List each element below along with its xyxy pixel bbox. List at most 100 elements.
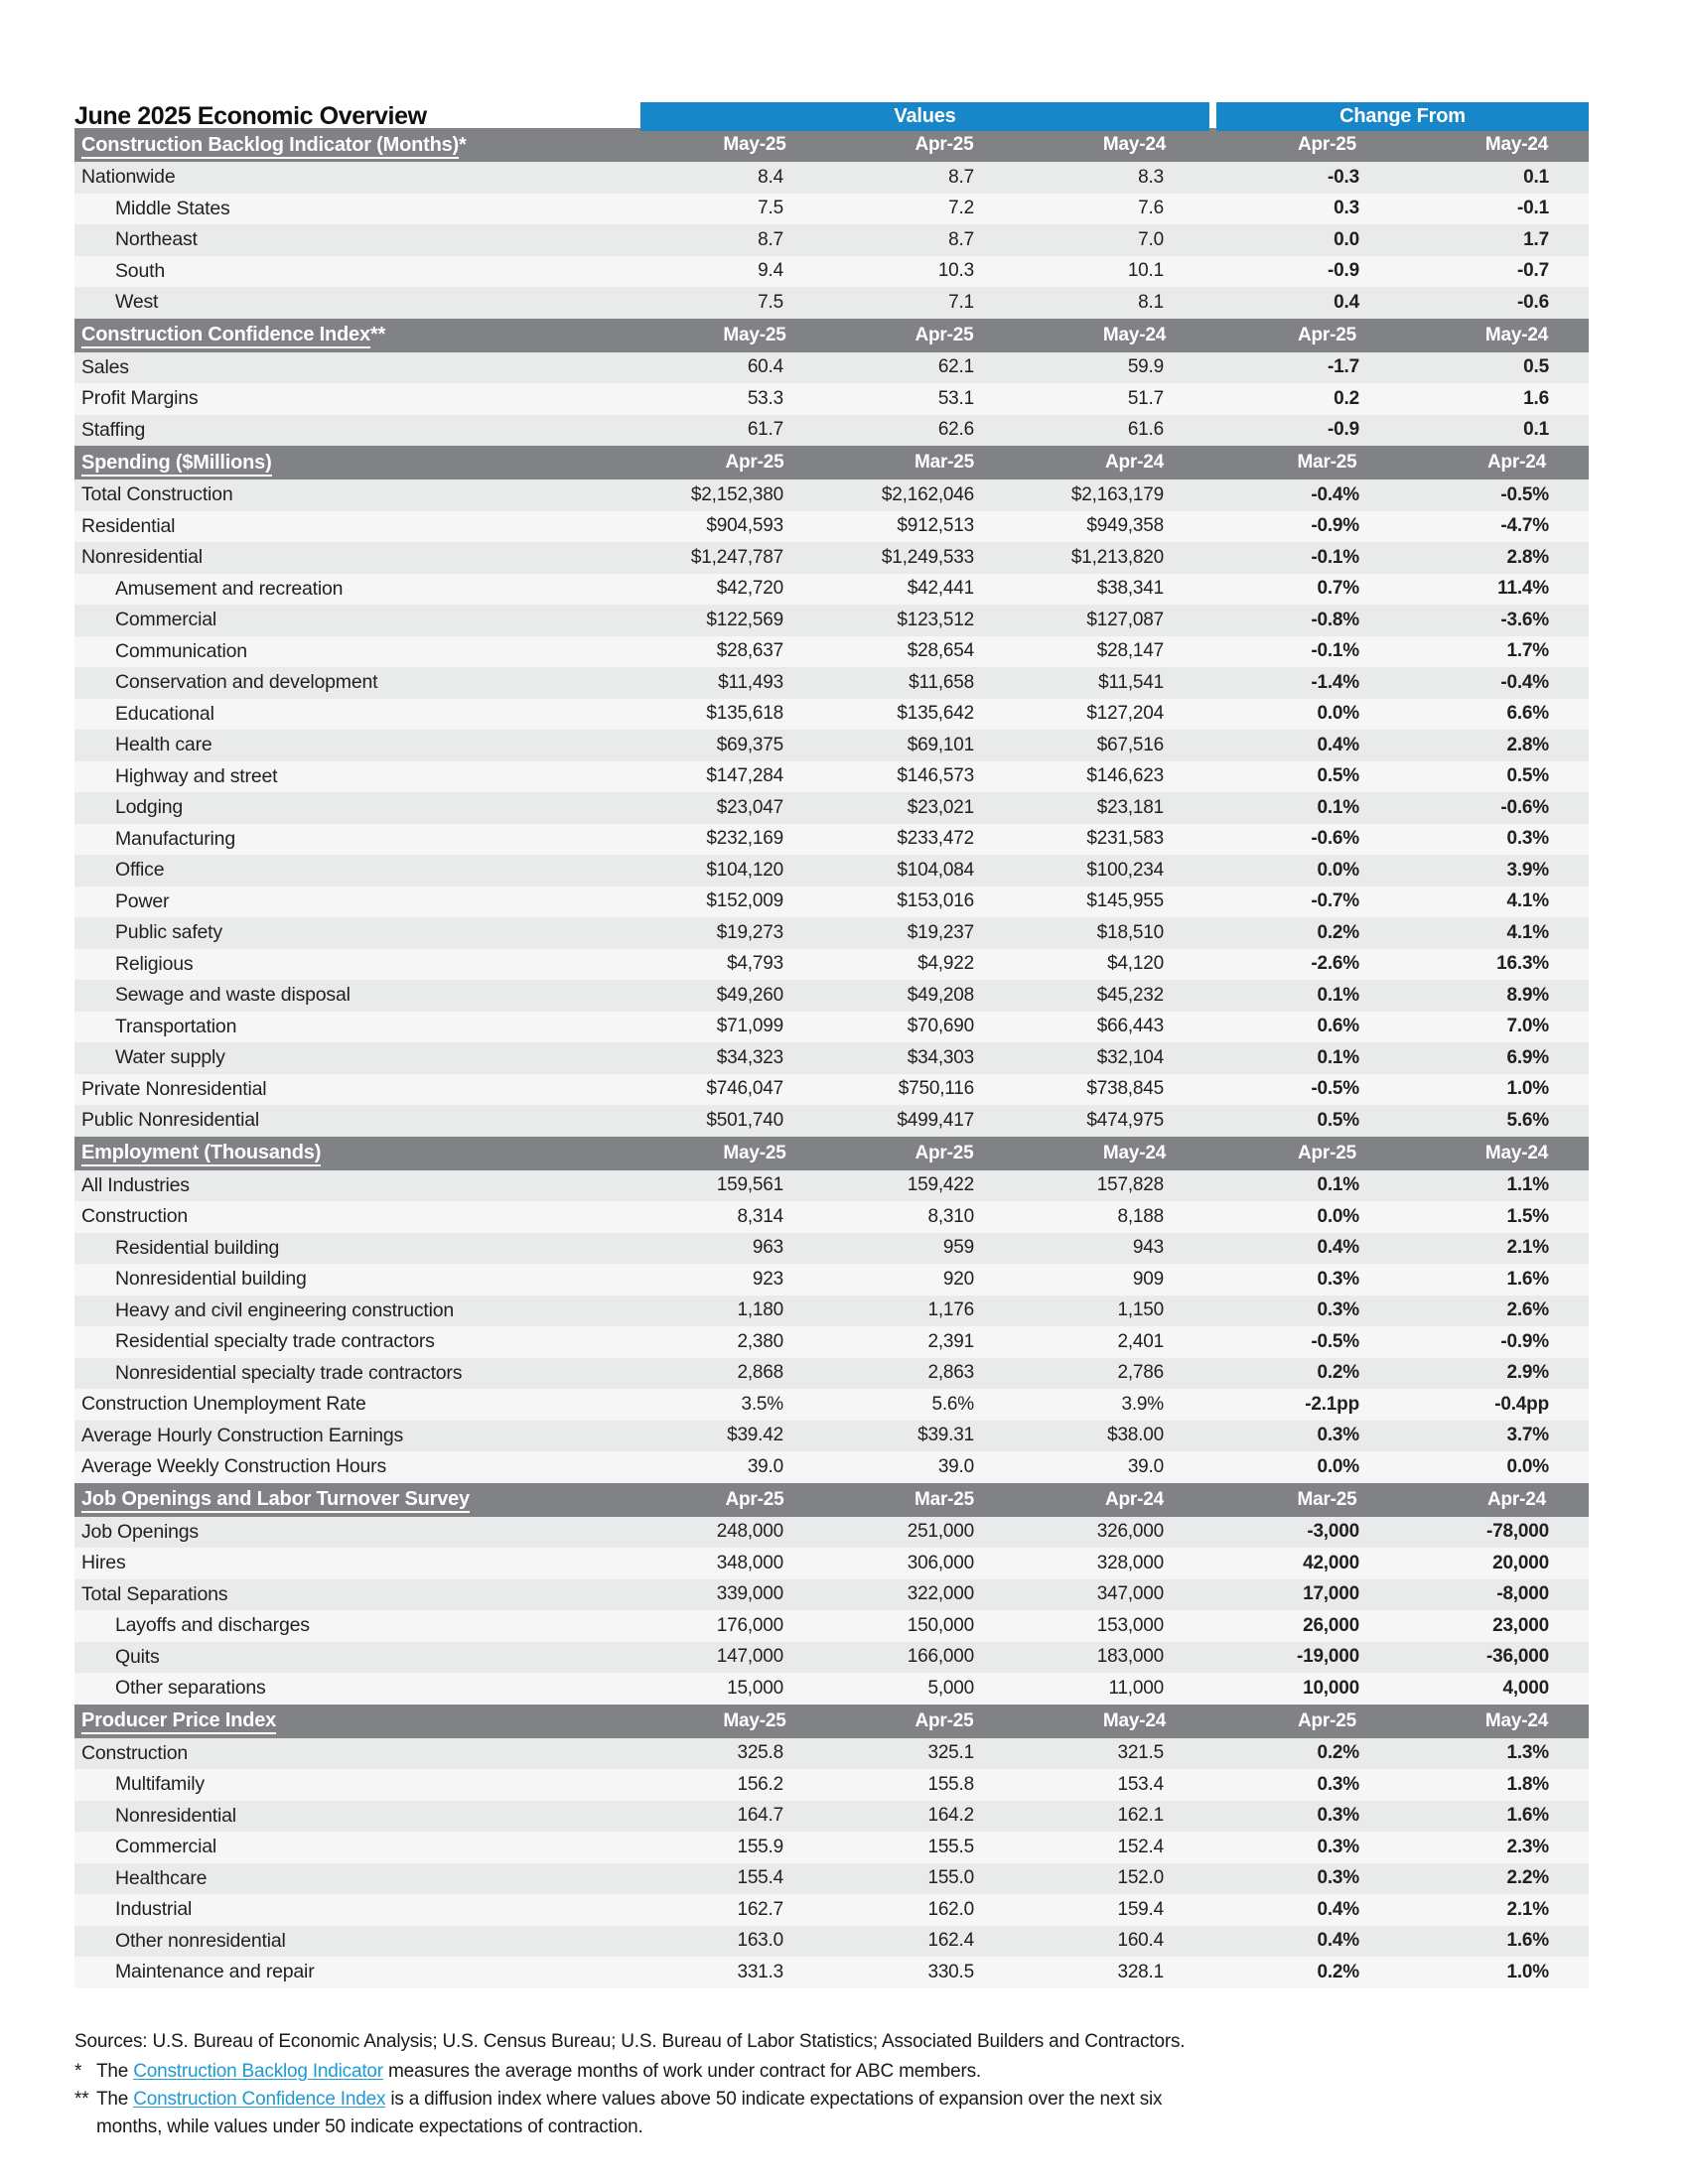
- value-cell: 147,000: [716, 1646, 783, 1668]
- section-header: Producer Price Index May-25 Apr-25 May-24 Ap…: [74, 1704, 1589, 1738]
- value-cell: $746,047: [706, 1078, 783, 1100]
- value-cell: $2,163,179: [1070, 483, 1164, 505]
- value-cell: $104,084: [897, 859, 974, 881]
- table-row: Job Openings 248,000 251,000 326,000 -3,000 -…: [74, 1516, 1589, 1548]
- change-cell: 2.1%: [1506, 1898, 1549, 1920]
- section-title-suffix: **: [369, 324, 386, 345]
- value-cell: 923: [752, 1268, 783, 1290]
- table-row: Public Nonresidential $501,740 $499,417 $47…: [74, 1105, 1589, 1137]
- value-cell: 159,561: [716, 1174, 783, 1196]
- value-cell: 8.7: [948, 166, 974, 188]
- month-column-header: Apr-25: [914, 1709, 974, 1731]
- change-cell: -0.4%: [1311, 483, 1359, 505]
- change-cell: -0.4pp: [1494, 1393, 1549, 1415]
- change-cell: -2.6%: [1311, 953, 1359, 975]
- row-label: Highway and street: [115, 764, 278, 787]
- change-cell: 2.2%: [1506, 1867, 1549, 1889]
- value-cell: 39.0: [747, 1455, 783, 1477]
- change-cell: 1.0%: [1506, 1078, 1549, 1100]
- value-cell: $1,213,820: [1070, 546, 1164, 568]
- value-cell: 963: [752, 1237, 783, 1259]
- value-cell: 325.1: [927, 1742, 974, 1764]
- month-column-header: Apr-25: [1298, 134, 1356, 155]
- change-cell: -3.6%: [1500, 609, 1549, 630]
- value-cell: $4,120: [1107, 953, 1164, 975]
- value-cell: 5,000: [927, 1677, 974, 1699]
- table-row: Private Nonresidential $746,047 $750,116 $7…: [74, 1073, 1589, 1105]
- change-cell: 8.9%: [1506, 984, 1549, 1006]
- table-row: Communication $28,637 $28,654 $28,147 -0.1% 1…: [74, 635, 1589, 667]
- table-top-band: June 2025 Economic Overview Values Chang…: [74, 102, 1589, 131]
- row-label: Total Separations: [81, 1582, 228, 1605]
- value-cell: 155.9: [737, 1836, 783, 1857]
- row-label: Nonresidential: [115, 1804, 236, 1827]
- change-cell: 0.0%: [1317, 703, 1359, 725]
- value-cell: 39.0: [937, 1455, 974, 1477]
- value-cell: $39.31: [917, 1425, 974, 1446]
- row-label: Hires: [81, 1552, 126, 1574]
- value-cell: $18,510: [1096, 921, 1164, 943]
- section-title-cell: Job Openings and Labor Turnover Survey: [74, 1488, 640, 1513]
- table-row: Average Weekly Construction Hours 39.0 39.…: [74, 1451, 1589, 1483]
- value-cell: 155.4: [737, 1867, 783, 1889]
- change-cell: 0.3: [1334, 198, 1359, 219]
- change-cell: 3.7%: [1506, 1425, 1549, 1446]
- value-cell: $146,573: [897, 765, 974, 787]
- change-cell: 1.1%: [1506, 1174, 1549, 1196]
- change-cell: -0.6%: [1311, 828, 1359, 850]
- value-cell: $912,513: [897, 515, 974, 537]
- change-cell: -0.5%: [1311, 1330, 1359, 1352]
- value-cell: 1,176: [927, 1299, 974, 1321]
- section-title-cell: Spending ($Millions): [74, 451, 640, 477]
- row-label: Residential specialty trade contractors: [115, 1330, 435, 1353]
- value-cell: 959: [942, 1237, 974, 1259]
- value-cell: $32,104: [1096, 1046, 1164, 1068]
- change-cell: 1.6: [1523, 387, 1549, 409]
- value-cell: $904,593: [706, 515, 783, 537]
- band-divider: [1209, 102, 1216, 131]
- row-label: Northeast: [115, 228, 198, 251]
- value-cell: 909: [1132, 1268, 1164, 1290]
- month-column-header: Apr-25: [1298, 1709, 1356, 1731]
- footnote: * The Construction Backlog Indicator meas…: [74, 2058, 1216, 2086]
- row-label: Private Nonresidential: [81, 1077, 267, 1100]
- value-cell: 162.4: [927, 1930, 974, 1952]
- row-label: All Industries: [81, 1173, 190, 1196]
- value-cell: $2,152,380: [690, 483, 783, 505]
- value-cell: 347,000: [1096, 1583, 1164, 1605]
- value-cell: $42,441: [907, 578, 974, 600]
- row-label: Middle States: [115, 197, 230, 219]
- change-cell: -0.9: [1328, 260, 1359, 282]
- row-label: Average Weekly Construction Hours: [81, 1455, 386, 1478]
- value-cell: $28,637: [716, 640, 783, 662]
- row-label: Nationwide: [81, 166, 176, 189]
- value-cell: 251,000: [907, 1521, 974, 1543]
- month-column-header: Apr-24: [1105, 452, 1164, 473]
- row-label: Industrial: [115, 1898, 193, 1921]
- value-cell: 60.4: [747, 356, 783, 378]
- value-cell: 1,180: [737, 1299, 783, 1321]
- change-cell: 0.0%: [1506, 1455, 1549, 1477]
- change-cell: -8,000: [1496, 1583, 1549, 1605]
- table-row: Quits 147,000 166,000 183,000 -19,000 -36,000: [74, 1641, 1589, 1673]
- table-row: Healthcare 155.4 155.0 152.0 0.3% 2.2%: [74, 1862, 1589, 1894]
- change-cell: 2.6%: [1506, 1299, 1549, 1321]
- table-row: Health care $69,375 $69,101 $67,516 0.4% 2.8%: [74, 730, 1589, 761]
- row-label: Residential: [81, 514, 176, 537]
- change-cell: 11.4%: [1497, 578, 1549, 600]
- table-body: Construction Backlog Indicator (Months)*…: [74, 128, 1589, 1988]
- footnote-link[interactable]: Construction Confidence Index: [133, 2088, 386, 2110]
- footnote-link[interactable]: Construction Backlog Indicator: [133, 2060, 383, 2082]
- value-cell: 150,000: [907, 1614, 974, 1636]
- section-title-cell: Producer Price Index: [74, 1709, 640, 1734]
- section-title: Spending ($Millions): [81, 451, 272, 477]
- row-label: Total Construction: [81, 483, 233, 506]
- value-cell: 11,000: [1108, 1677, 1164, 1699]
- value-cell: $233,472: [897, 828, 974, 850]
- value-cell: 59.9: [1127, 356, 1164, 378]
- table-row: Heavy and civil engineering construction…: [74, 1295, 1589, 1326]
- footnote-marker: *: [74, 2060, 82, 2082]
- value-cell: $42,720: [716, 578, 783, 600]
- change-cell: 1.6%: [1506, 1268, 1549, 1290]
- change-cell: 0.7%: [1317, 578, 1359, 600]
